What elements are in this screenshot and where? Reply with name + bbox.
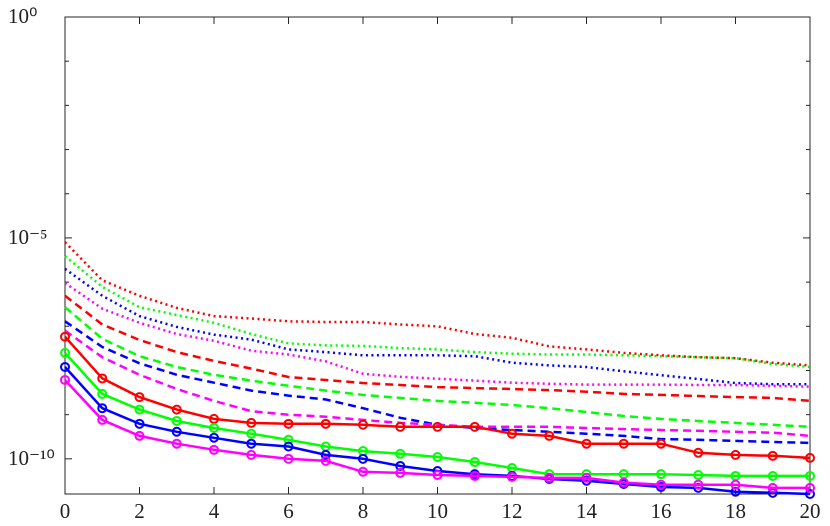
marker — [283, 418, 294, 429]
marker — [730, 479, 741, 490]
marker — [134, 418, 145, 429]
marker — [283, 434, 294, 445]
marker — [134, 404, 145, 415]
series-line — [64, 352, 810, 478]
x-tick-label: 18 — [725, 499, 746, 523]
marker — [171, 438, 182, 449]
marker — [618, 438, 629, 449]
marker — [320, 449, 331, 460]
marker — [507, 428, 517, 439]
x-tick-label: 16 — [651, 499, 672, 523]
x-tick-label: 0 — [60, 499, 71, 523]
marker — [693, 470, 704, 481]
marker — [97, 414, 108, 425]
marker — [805, 489, 815, 499]
marker — [469, 421, 480, 432]
marker — [358, 453, 368, 464]
marker — [730, 449, 741, 460]
x-tick-label: 12 — [502, 499, 523, 523]
marker — [395, 467, 406, 478]
marker — [97, 403, 108, 414]
marker — [618, 477, 629, 488]
marker — [246, 449, 257, 460]
series-line — [64, 281, 811, 388]
x-tick-label: 4 — [209, 499, 220, 523]
marker — [432, 452, 443, 463]
marker — [209, 432, 219, 443]
series-line — [64, 294, 811, 403]
marker — [246, 417, 257, 428]
marker — [209, 444, 219, 455]
marker — [358, 419, 368, 430]
marker — [97, 373, 108, 384]
x-tick-label: 8 — [358, 499, 369, 523]
marker — [805, 452, 815, 463]
x-tick-label: 20 — [800, 499, 821, 523]
marker — [134, 430, 145, 441]
marker — [60, 361, 70, 372]
marker — [171, 415, 182, 426]
marker — [805, 470, 815, 481]
marker — [320, 418, 331, 429]
marker — [544, 430, 555, 441]
marker — [60, 331, 70, 342]
marker — [283, 441, 294, 452]
marker — [358, 466, 368, 477]
marker — [432, 470, 443, 481]
x-tick-label: 10 — [427, 499, 448, 523]
marker — [544, 472, 555, 483]
x-tick-label: 6 — [283, 499, 294, 523]
marker — [767, 482, 778, 493]
y-tick-label: 10⁻¹⁰ — [8, 446, 55, 470]
marker — [767, 450, 778, 461]
marker — [97, 388, 108, 399]
marker — [693, 447, 704, 458]
marker — [469, 456, 480, 467]
x-tick-label: 2 — [134, 499, 145, 523]
series-line — [64, 379, 810, 490]
series-line — [64, 241, 811, 367]
y-tick-label: 10⁻⁵ — [8, 225, 47, 249]
marker — [693, 479, 704, 490]
marker — [581, 438, 592, 449]
series-line — [64, 335, 811, 460]
marker — [805, 482, 815, 493]
marker — [209, 413, 219, 424]
y-tick-label: 10⁰ — [8, 4, 37, 28]
marker — [320, 455, 331, 466]
marker — [395, 460, 406, 471]
marker — [469, 470, 480, 481]
x-tick-label: 14 — [576, 499, 598, 523]
marker — [134, 392, 145, 403]
marker — [60, 347, 70, 358]
marker — [60, 374, 70, 385]
marker — [395, 421, 406, 432]
marker — [171, 426, 182, 437]
series-line — [64, 306, 811, 429]
marker — [581, 472, 592, 483]
marker — [395, 448, 406, 459]
series-line — [64, 267, 810, 386]
marker — [246, 428, 257, 439]
marker — [246, 438, 257, 449]
marker — [656, 469, 666, 480]
marker — [656, 479, 666, 490]
marker — [767, 470, 778, 481]
marker — [656, 438, 666, 449]
marker — [432, 421, 443, 432]
marker — [171, 404, 182, 415]
series-line — [64, 255, 811, 369]
marker — [283, 453, 294, 464]
marker — [209, 422, 219, 433]
series-line — [64, 329, 811, 438]
marker — [507, 471, 517, 482]
